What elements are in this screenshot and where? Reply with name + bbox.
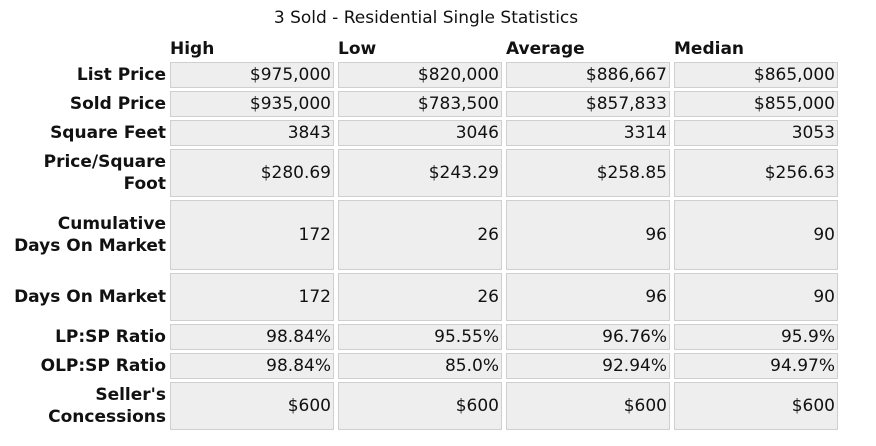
column-header-average: Average: [506, 39, 585, 59]
row-price-per-square-foot: Price/Square Foot $280.69 $243.29 $258.8…: [8, 149, 838, 197]
value-cell-median: 90: [674, 200, 838, 270]
page-title: 3 Sold - Residential Single Statistics: [273, 8, 579, 28]
value-cell-median: $600: [674, 382, 838, 430]
row-square-feet: Square Feet 3843 3046 3314 3053: [8, 120, 838, 146]
row-label: Days On Market: [14, 287, 166, 307]
value-cell-average: 96.76%: [506, 324, 670, 350]
value-cell-high: 3843: [170, 120, 334, 146]
row-lp-sp-ratio: LP:SP Ratio 98.84% 95.55% 96.76% 95.9%: [8, 324, 838, 350]
row-label: Cumulative Days On Market: [14, 214, 166, 256]
value-cell-low: 26: [338, 200, 502, 270]
value-cell-high: 98.84%: [170, 353, 334, 379]
row-label: Seller's Concessions: [48, 385, 166, 427]
row-cumulative-days-on-market: Cumulative Days On Market 172 26 96 90: [8, 200, 838, 270]
value-cell-high: 172: [170, 273, 334, 321]
row-label: List Price: [76, 65, 166, 85]
corner-cell: [8, 37, 166, 59]
row-label: Price/Square Foot: [43, 152, 166, 194]
value-cell-high: 98.84%: [170, 324, 334, 350]
value-cell-average: $886,667: [506, 62, 670, 88]
statistics-table: High Low Average Median List Price $975,…: [4, 34, 842, 433]
value-cell-low: $783,500: [338, 91, 502, 117]
value-cell-median: 95.9%: [674, 324, 838, 350]
value-cell-low: 95.55%: [338, 324, 502, 350]
value-cell-average: 3314: [506, 120, 670, 146]
row-label: OLP:SP Ratio: [40, 356, 166, 376]
value-cell-low: $600: [338, 382, 502, 430]
row-label: Sold Price: [69, 94, 166, 114]
value-cell-high: $975,000: [170, 62, 334, 88]
value-cell-median: $855,000: [674, 91, 838, 117]
column-header-low: Low: [338, 39, 377, 59]
value-cell-average: 92.94%: [506, 353, 670, 379]
value-cell-high: 172: [170, 200, 334, 270]
row-sold-price: Sold Price $935,000 $783,500 $857,833 $8…: [8, 91, 838, 117]
value-cell-median: $865,000: [674, 62, 838, 88]
value-cell-average: $857,833: [506, 91, 670, 117]
value-cell-low: 26: [338, 273, 502, 321]
value-cell-average: 96: [506, 273, 670, 321]
value-cell-median: 3053: [674, 120, 838, 146]
value-cell-low: $820,000: [338, 62, 502, 88]
value-cell-high: $935,000: [170, 91, 334, 117]
value-cell-low: 85.0%: [338, 353, 502, 379]
header-row: High Low Average Median: [8, 37, 838, 59]
value-cell-median: $256.63: [674, 149, 838, 197]
value-cell-median: 94.97%: [674, 353, 838, 379]
column-header-high: High: [170, 39, 215, 59]
value-cell-high: $600: [170, 382, 334, 430]
row-label: LP:SP Ratio: [55, 327, 166, 347]
value-cell-low: $243.29: [338, 149, 502, 197]
row-list-price: List Price $975,000 $820,000 $886,667 $8…: [8, 62, 838, 88]
value-cell-low: 3046: [338, 120, 502, 146]
value-cell-average: 96: [506, 200, 670, 270]
column-header-median: Median: [674, 39, 745, 59]
value-cell-average: $600: [506, 382, 670, 430]
value-cell-average: $258.85: [506, 149, 670, 197]
row-label: Square Feet: [50, 123, 166, 143]
row-olp-sp-ratio: OLP:SP Ratio 98.84% 85.0% 92.94% 94.97%: [8, 353, 838, 379]
value-cell-high: $280.69: [170, 149, 334, 197]
row-days-on-market: Days On Market 172 26 96 90: [8, 273, 838, 321]
value-cell-median: 90: [674, 273, 838, 321]
row-sellers-concessions: Seller's Concessions $600 $600 $600 $600: [8, 382, 838, 430]
